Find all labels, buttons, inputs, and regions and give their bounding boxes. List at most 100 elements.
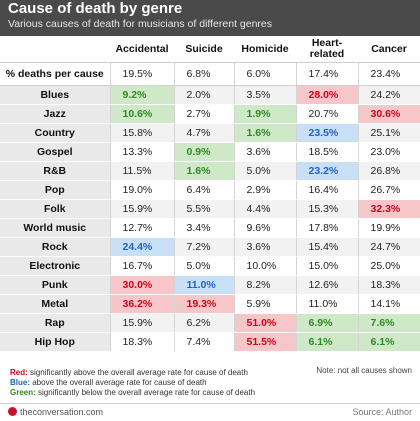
table-cell: 26.8%	[357, 161, 420, 181]
table-cell: 15.8%	[109, 123, 174, 143]
table-row: World music 12.7% 3.4% 9.6% 17.8% 19.9%	[0, 218, 420, 238]
table-cell: 16.4%	[295, 180, 358, 200]
row-label: Rock	[0, 237, 110, 257]
table-cell: 6.1%	[295, 332, 358, 352]
table-cell: 8.2%	[233, 275, 296, 295]
table-cell: 23.4%	[357, 62, 420, 86]
table-cell: 11.5%	[109, 161, 174, 181]
legend-blue: Blue: above the overall average rate for…	[10, 378, 255, 388]
legend-green: Green: significantly below the overall a…	[10, 388, 255, 398]
table-cell: 26.7%	[357, 180, 420, 200]
legend-blue-label: Blue:	[10, 378, 30, 387]
table-cell: 5.5%	[173, 199, 234, 219]
table-row: Punk 30.0% 11.0% 8.2% 12.6% 18.3%	[0, 275, 420, 295]
table-cell: 23.2%	[295, 161, 358, 181]
table-cell: 9.6%	[233, 218, 296, 238]
row-label: R&B	[0, 161, 110, 181]
table-cell: 23.5%	[295, 123, 358, 143]
table-cell: 19.0%	[109, 180, 174, 200]
table-cell: 51.0%	[233, 313, 296, 333]
row-label: Hip Hop	[0, 332, 110, 352]
row-label: Jazz	[0, 104, 110, 124]
brand-text: theconversation.com	[20, 407, 104, 417]
table-cell: 0.9%	[173, 142, 234, 162]
table-row: Blues 9.2% 2.0% 3.5% 28.0% 24.2%	[0, 85, 420, 105]
column-header-heart-related: Heart-related	[296, 36, 358, 63]
table-row: Jazz 10.6% 2.7% 1.9% 20.7% 30.6%	[0, 104, 420, 124]
table-cell: 25.1%	[357, 123, 420, 143]
column-header-cancer: Cancer	[358, 36, 420, 63]
table-cell: 6.0%	[233, 62, 296, 86]
average-row: % deaths per cause 19.5% 6.8% 6.0% 17.4%…	[0, 62, 420, 86]
table-cell: 16.7%	[109, 256, 174, 276]
legend-red: Red: significantly above the overall ave…	[10, 368, 255, 378]
legend: Red: significantly above the overall ave…	[10, 368, 255, 398]
table-cell: 4.4%	[233, 199, 296, 219]
conversation-logo-icon	[8, 407, 17, 416]
table-cell: 12.7%	[109, 218, 174, 238]
legend-red-text: significantly above the overall average …	[27, 368, 248, 377]
table-cell: 25.0%	[357, 256, 420, 276]
table-cell: 13.3%	[109, 142, 174, 162]
table-cell: 24.7%	[357, 237, 420, 257]
table-cell: 24.2%	[357, 85, 420, 105]
table-cell: 24.4%	[109, 237, 174, 257]
table-cell: 19.3%	[173, 294, 234, 314]
table-cell: 2.7%	[173, 104, 234, 124]
legend-green-text: significantly below the overall average …	[35, 388, 256, 397]
table-cell: 1.9%	[233, 104, 296, 124]
table-cell: 17.4%	[295, 62, 358, 86]
table-cell: 15.9%	[109, 199, 174, 219]
table-cell: 11.0%	[173, 275, 234, 295]
table-cell: 18.3%	[357, 275, 420, 295]
table-cell: 28.0%	[295, 85, 358, 105]
death-cause-table: Accidental Suicide Homicide Heart-relate…	[0, 36, 420, 352]
table-cell: 10.0%	[233, 256, 296, 276]
table-row: R&B 11.5% 1.6% 5.0% 23.2% 26.8%	[0, 161, 420, 181]
row-label: World music	[0, 218, 110, 238]
table-cell: 2.0%	[173, 85, 234, 105]
table-cell: 11.0%	[295, 294, 358, 314]
corner-cell	[0, 36, 110, 63]
legend-red-label: Red:	[10, 368, 28, 377]
table-cell: 6.1%	[357, 332, 420, 352]
table-cell: 23.0%	[357, 142, 420, 162]
table-cell: 5.9%	[233, 294, 296, 314]
table-cell: 17.8%	[295, 218, 358, 238]
table-cell: 15.0%	[295, 256, 358, 276]
table-row: Country 15.8% 4.7% 1.6% 23.5% 25.1%	[0, 123, 420, 143]
table-cell: 6.8%	[173, 62, 234, 86]
table-cell: 36.2%	[109, 294, 174, 314]
table-cell: 7.4%	[173, 332, 234, 352]
table-cell: 30.0%	[109, 275, 174, 295]
footer: theconversation.com Source: Author	[0, 403, 420, 421]
column-header-suicide: Suicide	[174, 36, 234, 63]
table-cell: 6.4%	[173, 180, 234, 200]
table-cell: 15.4%	[295, 237, 358, 257]
table-cell: 32.3%	[357, 199, 420, 219]
column-header-accidental: Accidental	[110, 36, 174, 63]
source-text: Source: Author	[352, 407, 412, 417]
row-label: Metal	[0, 294, 110, 314]
table-row: Metal 36.2% 19.3% 5.9% 11.0% 14.1%	[0, 294, 420, 314]
table-cell: 2.9%	[233, 180, 296, 200]
table-cell: 15.3%	[295, 199, 358, 219]
row-label: Punk	[0, 275, 110, 295]
row-label: Country	[0, 123, 110, 143]
table-row: Folk 15.9% 5.5% 4.4% 15.3% 32.3%	[0, 199, 420, 219]
row-label: Electronic	[0, 256, 110, 276]
table-cell: 1.6%	[173, 161, 234, 181]
table-cell: 6.9%	[295, 313, 358, 333]
table-cell: 14.1%	[357, 294, 420, 314]
table-cell: 9.2%	[109, 85, 174, 105]
table-cell: 12.6%	[295, 275, 358, 295]
table-cell: 30.6%	[357, 104, 420, 124]
table-cell: 20.7%	[295, 104, 358, 124]
table-cell: 4.7%	[173, 123, 234, 143]
table-cell: 18.3%	[109, 332, 174, 352]
chart-subtitle: Various causes of death for musicians of…	[8, 18, 273, 30]
column-header-homicide: Homicide	[234, 36, 296, 63]
table-row: Rap 15.9% 6.2% 51.0% 6.9% 7.6%	[0, 313, 420, 333]
table-cell: 5.0%	[233, 161, 296, 181]
table-cell: 1.6%	[233, 123, 296, 143]
